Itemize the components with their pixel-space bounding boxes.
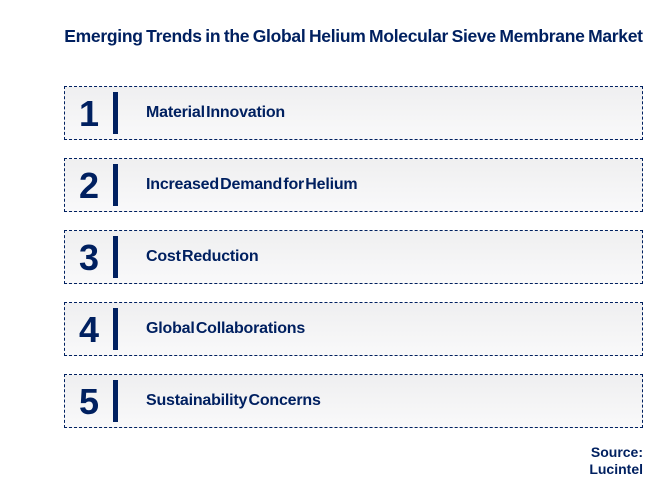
vertical-divider-bar	[113, 92, 118, 134]
source-name: Lucintel	[589, 461, 643, 477]
trend-label: Cost Reduction	[146, 248, 259, 265]
vertical-divider-bar	[113, 380, 118, 422]
trend-label: Material Innovation	[146, 104, 285, 121]
trend-number: 5	[78, 380, 100, 422]
trend-row: 1 Material Innovation	[64, 86, 643, 140]
vertical-divider-bar	[113, 236, 118, 278]
trend-number: 3	[78, 236, 100, 278]
vertical-divider-bar	[113, 308, 118, 350]
trend-label: Global Collaborations	[146, 320, 306, 337]
trend-number: 4	[78, 308, 100, 350]
trend-number: 2	[78, 164, 100, 206]
trend-label: Sustainability Concerns	[146, 392, 321, 409]
trend-number: 1	[78, 92, 100, 134]
trend-row: 2 Increased Demand for Helium	[64, 158, 643, 212]
trends-list: 1 Material Innovation 2 Increased Demand…	[64, 86, 643, 428]
trend-row: 3 Cost Reduction	[64, 230, 643, 284]
content-column: Emerging Trends in the Global Helium Mol…	[64, 0, 643, 478]
trend-label: Increased Demand for Helium	[146, 176, 358, 193]
trend-row: 5 Sustainability Concerns	[64, 374, 643, 428]
vertical-divider-bar	[113, 164, 118, 206]
chart-title: Emerging Trends in the Global Helium Mol…	[64, 26, 643, 46]
source-label: Source:	[590, 444, 643, 460]
trend-row: 4 Global Collaborations	[64, 302, 643, 356]
source-attribution: Source: Lucintel	[64, 444, 643, 478]
